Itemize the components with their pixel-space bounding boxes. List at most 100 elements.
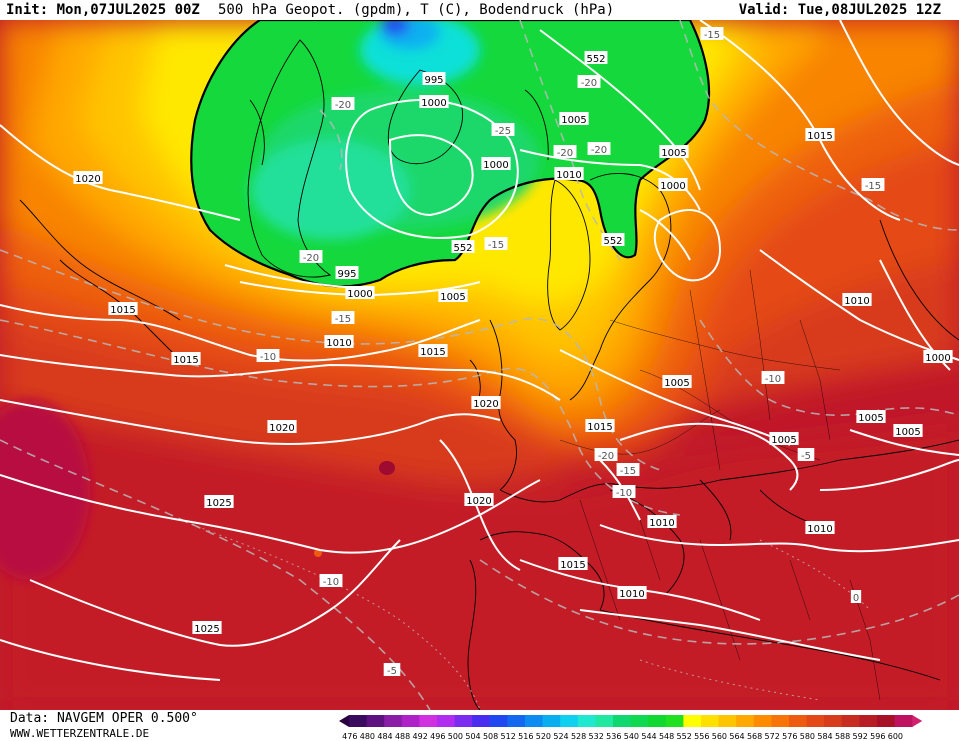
isotherm-label-text: -10 — [765, 374, 781, 385]
scale-tick-label: 532 — [589, 732, 604, 741]
isotherm-label-text: -25 — [495, 126, 511, 137]
temperature-labels: -15-20-20-25-20 -20-15-20-15-15-10-10-20-… — [256, 27, 885, 677]
isotherm-label: 0 — [850, 590, 862, 604]
scale-tick-label: 572 — [765, 732, 780, 741]
isobar-label: 1020 — [464, 493, 494, 507]
scale-swatch — [507, 715, 526, 727]
scale-swatch — [648, 715, 667, 727]
isotherm-label: -15 — [616, 463, 640, 477]
scale-swatch — [595, 715, 614, 727]
scale-tick-label: 480 — [360, 732, 375, 741]
isobar-label: 1015 — [585, 419, 615, 433]
isobar-label-text: 1005 — [664, 378, 689, 389]
geopotential-label: 552 — [601, 233, 625, 247]
isobar-label: 1015 — [558, 557, 588, 571]
isobar-label-text: 1000 — [347, 289, 372, 300]
isotherm-label-text: -10 — [260, 352, 276, 363]
scale-swatch — [384, 715, 403, 727]
scale-swatch — [613, 715, 632, 727]
isobar-label-text: 1010 — [556, 170, 581, 181]
chart-title: 500 hPa Geopot. (gpdm), T (C), Bodendruc… — [218, 2, 615, 18]
isobar-label-text: 1000 — [925, 353, 950, 364]
isobar-label: 1010 — [554, 167, 584, 181]
isobar-label: 1010 — [617, 586, 647, 600]
isobar-labels: 1020 1015 1015 1020 1025 1025 995 1000 1005 1000 1… — [73, 72, 953, 635]
geopotential-shading — [0, 20, 959, 710]
isobar-label: 1020 — [267, 420, 297, 434]
isobar-label-text: 1005 — [661, 148, 686, 159]
scale-tick-label: 512 — [501, 732, 516, 741]
isobar-label: 1020 — [471, 396, 501, 410]
isotherm-label: -25 — [491, 123, 515, 137]
scale-swatch — [736, 715, 755, 727]
scale-tick-label: 596 — [870, 732, 885, 741]
weather-map: 1020 1015 1015 1020 1025 1025 995 1000 1005 1000 1… — [0, 20, 959, 710]
isobar-label: 1000 — [481, 157, 511, 171]
isobar-label: 1025 — [204, 495, 234, 509]
isobar-label-text: 1015 — [173, 355, 198, 366]
isobar-label: 1020 — [73, 171, 103, 185]
scale-swatch — [683, 715, 702, 727]
footer: Data: NAVGEM OPER 0.500° WWW.WETTERZENTR… — [0, 710, 959, 741]
isobar-label: 1000 — [345, 286, 375, 300]
isotherm-label: -15 — [331, 311, 355, 325]
isobar-label: 1015 — [171, 352, 201, 366]
isobar-label-text: 1000 — [421, 98, 446, 109]
scale-tick-label: 540 — [624, 732, 639, 741]
scale-swatch — [894, 715, 913, 727]
scale-tick-label: 560 — [712, 732, 727, 741]
isobar-label-text: 1015 — [110, 305, 135, 316]
scale-swatch — [824, 715, 843, 727]
isobar-label-text: 1025 — [206, 498, 231, 509]
isobar-label: 1010 — [805, 521, 835, 535]
isotherm-label-text: -20 — [335, 100, 351, 111]
isobar-label-text: 1010 — [844, 296, 869, 307]
isotherm-label-text: -15 — [488, 240, 504, 251]
isotherm-label-text: -20 — [557, 148, 573, 159]
isobar-label: 1000 — [923, 350, 953, 364]
scale-swatch — [542, 715, 561, 727]
isotherm-label: -20 — [594, 448, 618, 462]
isobar-label: 1005 — [893, 424, 923, 438]
isobar-label: 1025 — [192, 621, 222, 635]
scale-swatch — [701, 715, 720, 727]
isobar-label-text: 1015 — [807, 131, 832, 142]
isotherm-label: -20 — [299, 250, 323, 264]
isotherm-label-text: -20 — [598, 451, 614, 462]
isobar-label: 1015 — [805, 128, 835, 142]
isobar-label-text: 1005 — [561, 115, 586, 126]
scale-tick-label: 548 — [659, 732, 674, 741]
isotherm-label-text: -10 — [323, 577, 339, 588]
scale-swatch — [366, 715, 385, 727]
isobar-label-text: 1020 — [269, 423, 294, 434]
isobar-label: 995 — [422, 72, 446, 86]
isotherm-label: -10 — [761, 371, 785, 385]
isotherm-label-text: -15 — [620, 466, 636, 477]
scale-swatch — [489, 715, 508, 727]
isotherm-label: -20 — [577, 75, 601, 89]
isotherm-label-text: -5 — [801, 451, 811, 462]
scale-tick-label: 476 — [342, 732, 357, 741]
geopotential-label-text: 552 — [603, 236, 622, 247]
scale-tick-label: 584 — [817, 732, 832, 741]
isobar-label-text: 1020 — [75, 174, 100, 185]
scale-swatch — [349, 715, 368, 727]
scale-tick-label: 556 — [694, 732, 709, 741]
isobar-label: 1005 — [559, 112, 589, 126]
isotherm-label: -15 — [484, 237, 508, 251]
scale-swatch — [419, 715, 438, 727]
isotherm-label: -15 — [861, 178, 885, 192]
scale-max-arrow — [912, 715, 923, 727]
valid-time: Valid: Tue,08JUL2025 12Z — [738, 2, 941, 18]
isobar-label-text: 1010 — [326, 338, 351, 349]
isobar-label: 1000 — [419, 95, 449, 109]
scale-swatch — [472, 715, 491, 727]
scale-swatch — [753, 715, 772, 727]
isobar-label: 1005 — [769, 432, 799, 446]
isobar-label-text: 1025 — [194, 624, 219, 635]
color-scale: 476 480 484 488 492 496 500 504 508 512 516 520 524 5… — [339, 715, 923, 741]
isobar-label-text: 1020 — [473, 399, 498, 410]
scale-tick-label: 588 — [835, 732, 850, 741]
scale-swatch — [665, 715, 684, 727]
geopotential-label: 552 — [584, 51, 608, 65]
